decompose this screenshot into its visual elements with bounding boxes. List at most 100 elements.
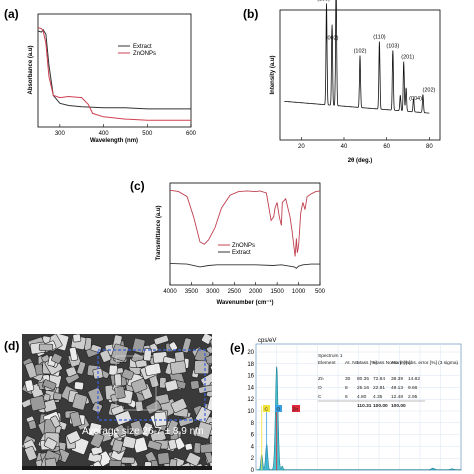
edx-table-cell: 4.35: [373, 394, 383, 400]
panel-b-peak-labels: (100)(002)(101)(102)(110)(103)(201)(004)…: [317, 0, 435, 102]
sem-particle: [157, 452, 170, 465]
c-series-extract: [169, 262, 320, 269]
c-xtick-label: 2500: [228, 289, 242, 295]
e-ytick-label: 12: [247, 397, 254, 403]
sem-histogram-inset: [115, 355, 157, 411]
panel-e-spectrum: [256, 366, 462, 471]
e-ytick-label: 18: [247, 362, 254, 368]
sem-particle: [135, 359, 148, 368]
sem-particle: [44, 457, 58, 470]
panel-a-series: [37, 27, 191, 121]
sem-particle: [24, 379, 35, 392]
sem-selection-box: [97, 349, 206, 421]
sem-particle: [209, 435, 212, 449]
sem-particle: [122, 435, 137, 449]
panel-d-sem-image: Average size 26.7 ± 8.9 nm: [22, 334, 212, 470]
edx-table-cell: 30: [345, 376, 351, 382]
sem-particle: [145, 400, 162, 415]
sem-particle: [198, 384, 212, 394]
sem-particle: [178, 416, 194, 427]
e-ytick-label: 20: [247, 350, 254, 356]
e-ytick-label: 16: [247, 374, 254, 380]
sem-particle: [42, 393, 51, 402]
b-peak-label: (103): [386, 43, 399, 49]
b-xtick-label: 20: [298, 144, 305, 150]
sem-particle: [76, 361, 86, 375]
sem-particle: [114, 386, 126, 400]
e-ytick-label: 6: [251, 433, 255, 439]
panel-a-xticks: 300 400 500 600: [55, 124, 197, 137]
panel-e-label: (e): [230, 341, 245, 355]
sem-particle: [164, 379, 179, 392]
edx-table-header: Mass Norm. [%]: [373, 360, 407, 366]
sem-particle: [28, 420, 37, 430]
sem-particle: [91, 402, 103, 414]
sem-particle: [69, 346, 79, 362]
c-series-znonps: [169, 189, 321, 257]
sem-particle: [53, 392, 63, 401]
a-series-extract: [37, 28, 191, 110]
sem-particle: [73, 381, 84, 391]
sem-particle: [50, 415, 61, 428]
sem-particle: [121, 368, 135, 381]
sem-particle: [29, 395, 46, 412]
panel-b-xticks: 20 40 60 80: [298, 137, 433, 150]
b-xtick-label: 80: [426, 144, 433, 150]
edx-table-cell: 25.16: [357, 385, 369, 391]
sem-average-size-caption: Average size 26.7 ± 8.9 nm: [82, 426, 203, 437]
sem-particle: [43, 437, 58, 451]
a-xtick-label: 600: [186, 131, 197, 137]
e-ytick-label: 8: [251, 421, 255, 427]
a-xtick-label: 500: [142, 131, 153, 137]
b-peak-label: (100): [317, 0, 330, 2]
sem-particle: [155, 393, 170, 405]
sem-particle: [153, 334, 169, 346]
edx-table-header: At. No.: [345, 360, 360, 366]
e-ytick-label: 14: [247, 385, 254, 391]
b-peak-label: (102): [354, 49, 367, 55]
b-peak-label: (201): [401, 55, 414, 61]
sem-particle: [71, 393, 88, 411]
panel-d-label: (d): [4, 339, 19, 353]
edx-table-header: abs. error [%] (3 sigma): [408, 360, 459, 366]
edx-table-cell: 9.66: [408, 385, 418, 391]
c-xtick-label: 2000: [249, 289, 263, 295]
sem-particle: [196, 421, 212, 440]
c-xtick-label: 500: [315, 289, 326, 295]
panel-b-frame: [279, 9, 441, 141]
sem-particle: [66, 430, 81, 444]
edx-table-cell: Zn: [318, 376, 324, 382]
edx-table-cell: 2.95: [408, 394, 418, 400]
panel-c-ylabel: Transmittance (a.u): [156, 205, 162, 260]
edx-table-cell: 6: [345, 394, 348, 400]
legend-extract-label: Extract: [133, 44, 152, 50]
edx-table-total: 100.00: [373, 403, 388, 409]
a-xtick-label: 300: [55, 131, 66, 137]
panel-c-series: [169, 189, 321, 269]
sem-particle: [147, 440, 162, 451]
edx-table-total: 100.00: [391, 403, 406, 409]
e-ytick-label: 0: [251, 468, 255, 474]
sem-particle: [51, 353, 63, 364]
edx-table-cell: C: [318, 394, 322, 400]
edx-table-cell: 72.84: [373, 376, 385, 382]
c-xtick-label: 3500: [185, 289, 199, 295]
sem-particle: [72, 334, 82, 343]
sem-particle: [143, 348, 152, 362]
sem-particle: [181, 337, 192, 354]
edx-table-header: Mass [%]: [357, 360, 377, 366]
e-spectrum-area: [256, 366, 462, 471]
sem-particle: [114, 373, 123, 387]
edx-table-cell: 12.48: [391, 394, 403, 400]
edx-table-header: Atom [%]: [391, 360, 410, 366]
legend-c-znonps-label: ZnONPs: [232, 243, 255, 249]
marker-c-label: C: [265, 407, 269, 413]
edx-table-cell: 49.13: [391, 385, 403, 391]
edx-table-cell: 8: [345, 385, 348, 391]
sem-particle: [167, 438, 178, 450]
c-xtick-label: 1000: [292, 289, 306, 295]
sem-particle: [205, 353, 212, 365]
panel-a-ylabel: Absorbance (a.u): [28, 45, 34, 94]
sem-particle: [38, 343, 54, 351]
e-ytick-label: 4: [251, 444, 255, 450]
